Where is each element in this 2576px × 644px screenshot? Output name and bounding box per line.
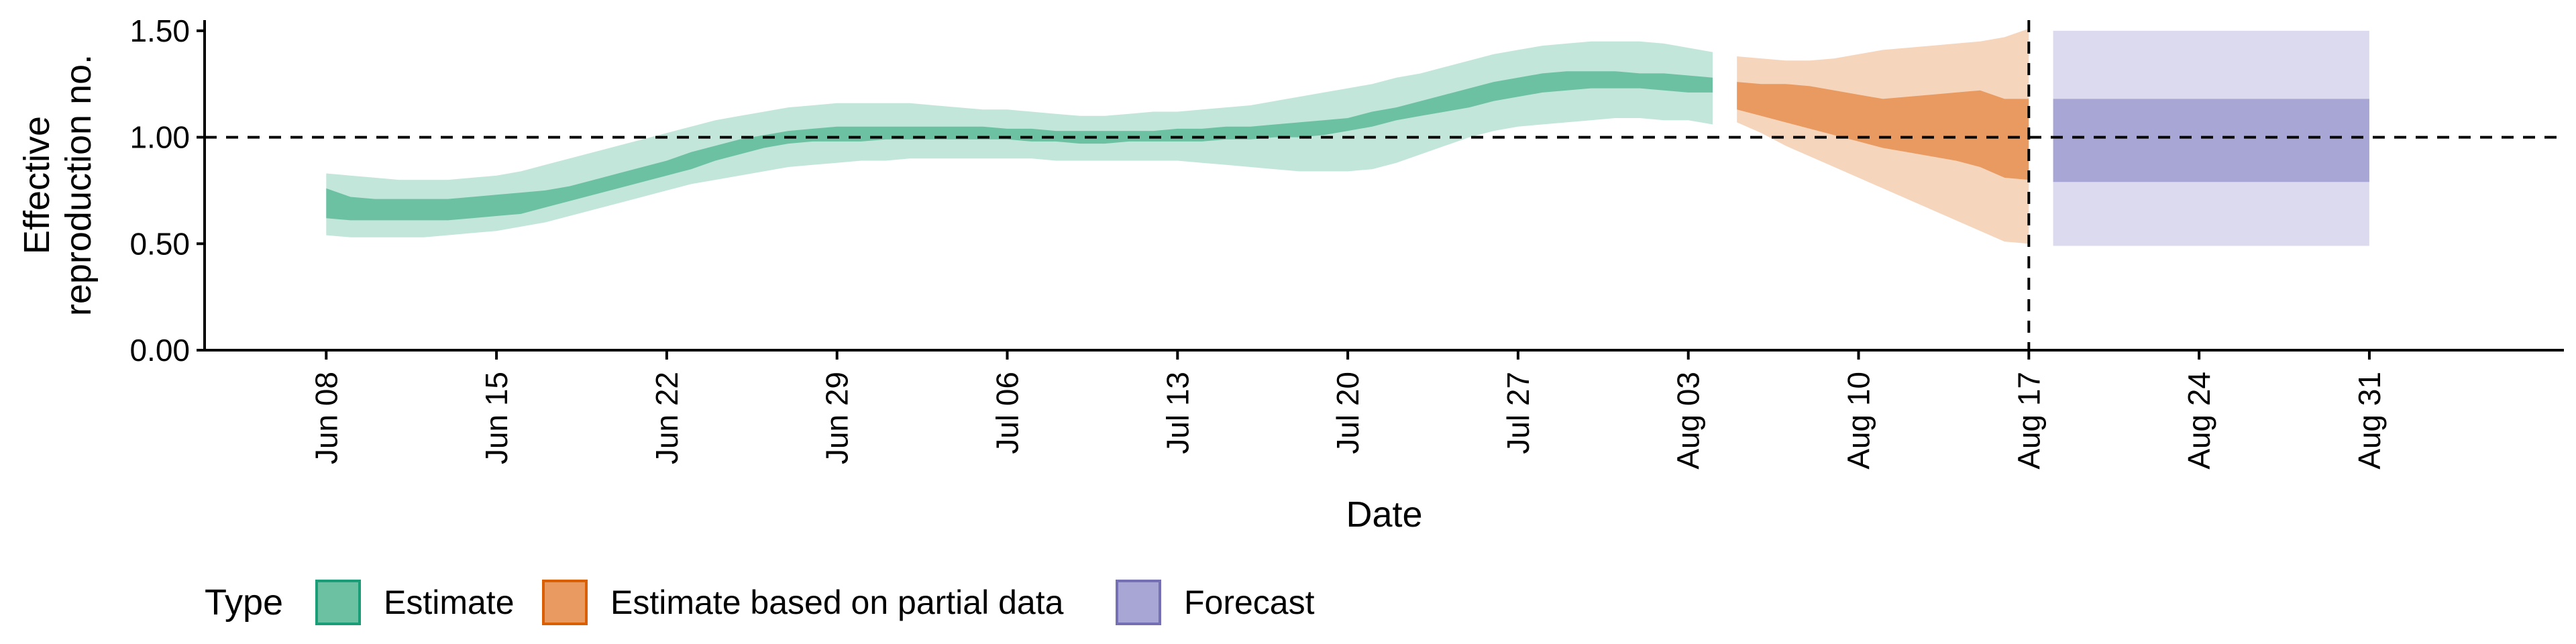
legend-swatch-estimate-based-on-partial-data <box>542 580 588 625</box>
x-tick-label: Jun 15 <box>479 372 514 464</box>
y-tick-label: 1.50 <box>129 13 190 48</box>
x-tick-label: Jun 29 <box>820 372 855 464</box>
x-tick-label: Jul 20 <box>1330 372 1365 454</box>
y-axis-title-line2: reproduction no. <box>58 54 99 316</box>
x-tick-label: Aug 03 <box>1671 372 1706 470</box>
y-tick-label: 0.50 <box>129 226 190 261</box>
band-50-forecast <box>2053 99 2369 182</box>
x-axis-title: Date <box>1346 494 1422 535</box>
band-50-estimate-based-on-partial-data <box>1737 82 2029 180</box>
x-tick-label: Aug 17 <box>2011 372 2046 470</box>
y-axis-title-line1: Effective <box>17 116 57 254</box>
x-tick-label: Jun 22 <box>649 372 684 464</box>
x-tick-label: Aug 24 <box>2182 372 2216 470</box>
reference-lines <box>205 20 2564 350</box>
x-tick-label: Jul 06 <box>990 372 1025 454</box>
legend-label-estimate: Estimate <box>384 584 515 621</box>
band-50-estimate <box>326 71 1713 221</box>
x-tick-label: Jul 27 <box>1501 372 1536 454</box>
x-tick-label: Aug 31 <box>2352 372 2387 470</box>
y-tick-label: 1.00 <box>129 120 190 155</box>
legend-swatch-forecast <box>1116 580 1161 625</box>
legend-label-estimate-based-on-partial-data: Estimate based on partial data <box>610 584 1064 621</box>
legend: Type Estimate Estimate based on partial da… <box>205 580 1315 625</box>
axes: 0.00 0.50 1.00 1.50 Jun 08 Jun 15 Jun 22 Jun 29… <box>17 13 2564 535</box>
x-tick-label: Jun 08 <box>309 372 343 464</box>
y-tick-label: 0.00 <box>129 333 190 368</box>
x-tick-label: Jul 13 <box>1160 372 1195 454</box>
legend-label-forecast: Forecast <box>1184 584 1315 621</box>
legend-swatch-estimate <box>315 580 361 625</box>
legend-title: Type <box>205 582 283 623</box>
x-tick-label: Aug 10 <box>1841 372 1876 470</box>
